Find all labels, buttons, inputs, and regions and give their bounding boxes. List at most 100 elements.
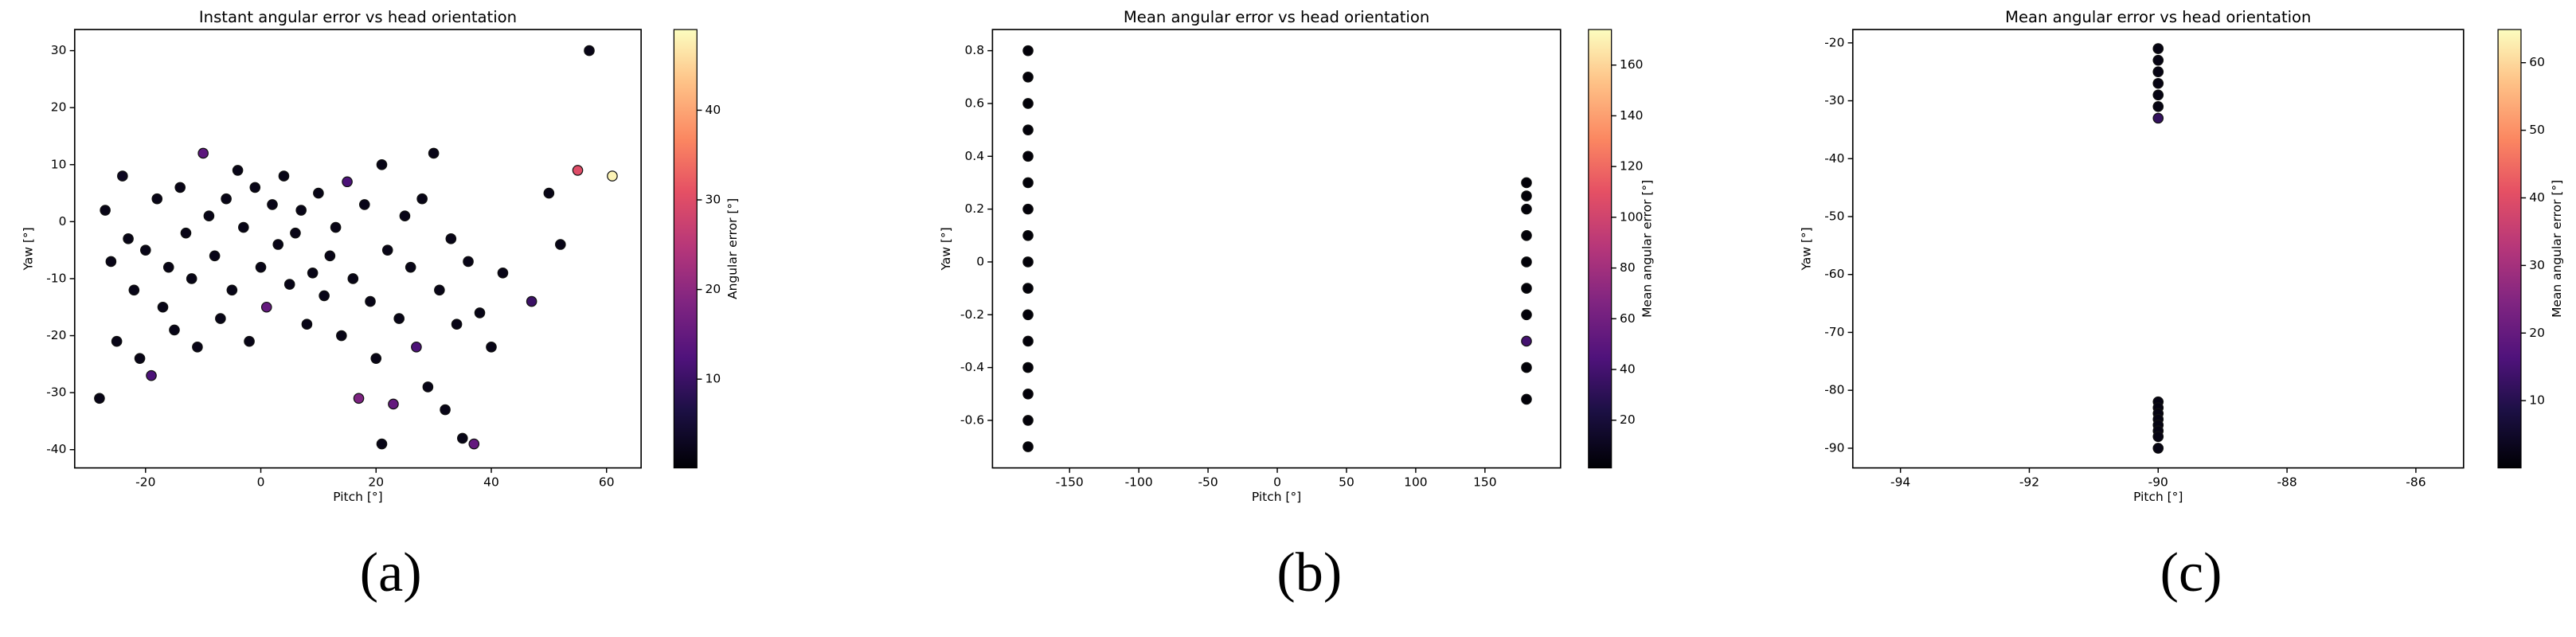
point [255, 261, 267, 273]
colorbar [1588, 29, 1612, 469]
point [381, 244, 393, 256]
x-axis-label: Pitch [°] [2133, 490, 2183, 504]
point [393, 313, 405, 324]
point [347, 273, 359, 284]
y-tick-label: 0 [59, 214, 67, 229]
point [416, 193, 428, 205]
point [232, 165, 244, 176]
point [584, 45, 595, 57]
point [307, 267, 319, 279]
point [128, 284, 140, 296]
chart-title: Mean angular error vs head orientation [2005, 8, 2311, 26]
point [324, 250, 336, 262]
point [139, 244, 151, 256]
x-tick-label: 100 [1404, 475, 1428, 490]
y-axis-label: Yaw [°] [21, 227, 36, 271]
point [215, 313, 226, 324]
colorbar-tick-label: 40 [2529, 190, 2545, 205]
point [330, 221, 342, 233]
colorbar-tick-label: 20 [706, 282, 721, 296]
point [313, 187, 324, 199]
y-axis-label: Yaw [°] [1800, 227, 1814, 271]
point [468, 438, 480, 450]
point [1521, 256, 1532, 268]
y-tick-label: 10 [51, 157, 67, 171]
chart-title: Mean angular error vs head orientation [1124, 8, 1429, 26]
x-tick-label: -100 [1125, 475, 1153, 490]
point [260, 301, 272, 313]
colorbar-label: Mean angular error [°] [1640, 180, 1655, 318]
y-tick-label: 0.8 [964, 43, 984, 57]
colorbar-tick-label: 40 [706, 103, 721, 117]
point [342, 176, 353, 188]
y-tick-label: -30 [46, 385, 66, 400]
point [440, 404, 451, 416]
point [411, 342, 422, 353]
point [445, 233, 457, 244]
x-tick-label: 20 [368, 475, 384, 490]
point [1022, 335, 1034, 347]
point [180, 227, 192, 239]
point [105, 256, 117, 268]
point [290, 227, 301, 239]
y-tick-label: 20 [51, 100, 67, 115]
point [1521, 335, 1532, 347]
point [358, 199, 370, 210]
point [169, 324, 180, 336]
point [1521, 203, 1532, 215]
point [272, 239, 284, 250]
point [474, 307, 486, 318]
point [267, 199, 278, 210]
point [1022, 124, 1034, 135]
colorbar-label: Angular error [°] [725, 198, 740, 299]
point [94, 393, 105, 404]
panel-label: (b) [1276, 542, 1342, 604]
y-tick-label: -40 [1824, 151, 1844, 166]
colorbar-tick-label: 100 [1620, 209, 1644, 224]
point [1022, 415, 1034, 426]
point [2152, 54, 2164, 66]
y-tick-label: 0.6 [964, 96, 984, 110]
point [192, 342, 203, 353]
point [1022, 177, 1034, 189]
panel-label: (c) [2160, 542, 2222, 604]
point [226, 284, 238, 296]
y-tick-label: -70 [1824, 325, 1844, 339]
point [238, 221, 249, 233]
point [2152, 431, 2164, 443]
point [365, 295, 376, 307]
colorbar-tick-label: 40 [1620, 362, 1636, 377]
point [2152, 43, 2164, 54]
point [295, 205, 307, 216]
colorbar-tick-label: 140 [1620, 108, 1644, 123]
point [100, 205, 111, 216]
point [278, 170, 290, 182]
point [1521, 393, 1532, 405]
point [319, 290, 330, 302]
x-axis-label: Pitch [°] [1252, 490, 1301, 504]
point [1022, 229, 1034, 241]
point [526, 295, 537, 307]
point [463, 256, 474, 268]
x-tick-label: -150 [1056, 475, 1084, 490]
point [123, 233, 134, 244]
point [283, 279, 295, 290]
point [1521, 361, 1532, 373]
y-tick-label: 0.2 [964, 201, 984, 216]
x-tick-label: 60 [599, 475, 615, 490]
point [486, 342, 497, 353]
point [2152, 101, 2164, 112]
point [111, 335, 123, 347]
point [336, 330, 347, 342]
point [428, 147, 440, 159]
x-tick-label: -86 [2406, 475, 2426, 490]
x-tick-label: -90 [2148, 475, 2168, 490]
x-tick-label: 0 [257, 475, 265, 490]
y-tick-label: -60 [1824, 267, 1844, 281]
colorbar-tick-label: 60 [1620, 311, 1636, 326]
y-tick-label: -90 [1824, 440, 1844, 455]
point [2152, 89, 2164, 101]
x-tick-label: 150 [1473, 475, 1497, 490]
y-tick-label: -40 [46, 442, 66, 456]
y-tick-label: 0 [976, 254, 984, 268]
